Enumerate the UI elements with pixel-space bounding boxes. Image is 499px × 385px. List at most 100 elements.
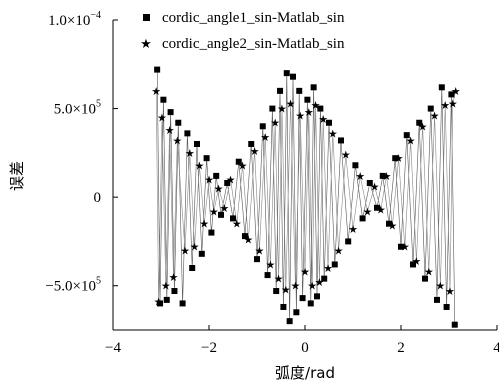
series-2-point: ★ [314,276,324,289]
series-1-point [299,295,306,302]
series-1-point [189,265,196,271]
series-1-point [280,303,287,310]
x-axis-label: 弧度/rad [275,364,335,382]
x-tick-label: 2 [397,340,405,356]
series-1-point [448,91,455,98]
series-1-point [296,87,303,94]
series-2-point: ★ [411,255,421,268]
series-1-point [310,84,317,91]
legend-marker-series2: ★ [140,37,152,52]
series-1-point [157,300,164,307]
series-2-point: ★ [270,117,280,130]
series-1-point [345,238,352,245]
series-2-point: ★ [348,223,358,236]
series-2-point: ★ [194,159,204,172]
series-1-point [242,233,248,240]
series-1-point [283,70,290,77]
series-2-point: ★ [277,103,287,116]
series-2-point: ★ [209,205,219,218]
series-2-point: ★ [424,266,434,279]
series-1-point [374,204,380,211]
data-marks: ★★★★★★★★★★★★★★★★★★★★★★★★★★★★★★★★★★★★★★★★… [151,66,461,328]
series-2-point: ★ [154,296,164,309]
series-1-point [326,119,332,126]
series-1-point [434,296,440,303]
x-tick-label: −4 [105,340,121,356]
series-1-point [273,288,280,295]
series-2-point: ★ [430,110,440,123]
series-1-point [392,155,399,162]
series-2-point: ★ [445,285,455,298]
series-1-point [235,158,242,165]
series-2-point: ★ [254,244,264,257]
series-1-point [160,96,167,103]
series-1-point [338,137,344,144]
series-2-point: ★ [300,266,310,279]
series-1-point [208,229,215,236]
series-1-point [398,243,404,250]
series-2-point: ★ [172,134,182,147]
series-2-point: ★ [307,280,317,293]
x-tick-label: 0 [301,340,309,356]
series-2-point: ★ [382,170,392,183]
y-axis-label: 误差 [8,161,26,191]
series-2-point: ★ [451,85,461,98]
x-tick-label: 4 [493,340,499,356]
legend-label-series2: cordic_angle2_sin-Matlab_sin [162,36,345,52]
series-1-point [314,293,320,300]
legend: cordic_angle1_sin-Matlab_sin ★ cordic_an… [140,10,345,52]
series-2-point: ★ [355,170,365,183]
series-2-point: ★ [328,127,338,140]
series-1-line [156,69,456,325]
series-2-point: ★ [406,134,416,147]
series-1-point [269,105,276,112]
series-1-point [259,123,266,130]
series-1-point [410,261,416,268]
y-tick-label: 1.0×10−4 [48,10,101,29]
series-1-point [443,303,450,310]
series-1-point [203,155,210,162]
series-1-point [290,73,296,80]
legend-label-series1: cordic_angle1_sin-Matlab_sin [162,10,345,26]
series-1-point [438,84,445,91]
series-1-point [230,215,236,222]
series-2-point: ★ [161,280,171,293]
series-2-point: ★ [400,241,410,254]
series-2-point: ★ [418,120,428,133]
series-2-point: ★ [435,280,445,293]
series-2-point: ★ [286,97,296,110]
series-2-point: ★ [219,202,229,215]
series-1-point [307,300,314,307]
series-1-point [184,130,191,137]
series-1-point [194,141,200,147]
series-2-point: ★ [232,218,242,231]
series-2-point: ★ [334,244,344,257]
series-2-point: ★ [341,149,351,162]
series-1-point [154,66,161,73]
series-2-point: ★ [370,181,380,194]
series-2-point: ★ [190,241,200,254]
y-tick-label: 0 [94,190,102,206]
series-2-point: ★ [281,283,291,296]
series-2-point: ★ [243,234,253,247]
series-1-point [427,105,434,112]
series-1-point [403,132,410,139]
series-2-point: ★ [151,85,161,98]
series-1-point [293,309,300,316]
series-2-point: ★ [290,280,300,293]
series-2-point: ★ [250,145,260,158]
series-2-point: ★ [304,106,314,119]
series-1-point [264,272,271,279]
ticks: −4 −2 0 2 4 1.0×10−4 5.0×105 0 −5.0×105 [45,10,499,356]
series-2-point: ★ [448,97,458,110]
series-2-point: ★ [157,111,167,124]
y-tick-label: 5.0×105 [54,99,101,118]
series-1-point [198,250,205,257]
series-2-point: ★ [185,147,195,160]
series-1-point [254,256,260,263]
series-2-point: ★ [204,173,214,186]
series-2-point: ★ [440,99,450,112]
series-1-point [451,321,458,328]
series-1-point [317,105,324,112]
